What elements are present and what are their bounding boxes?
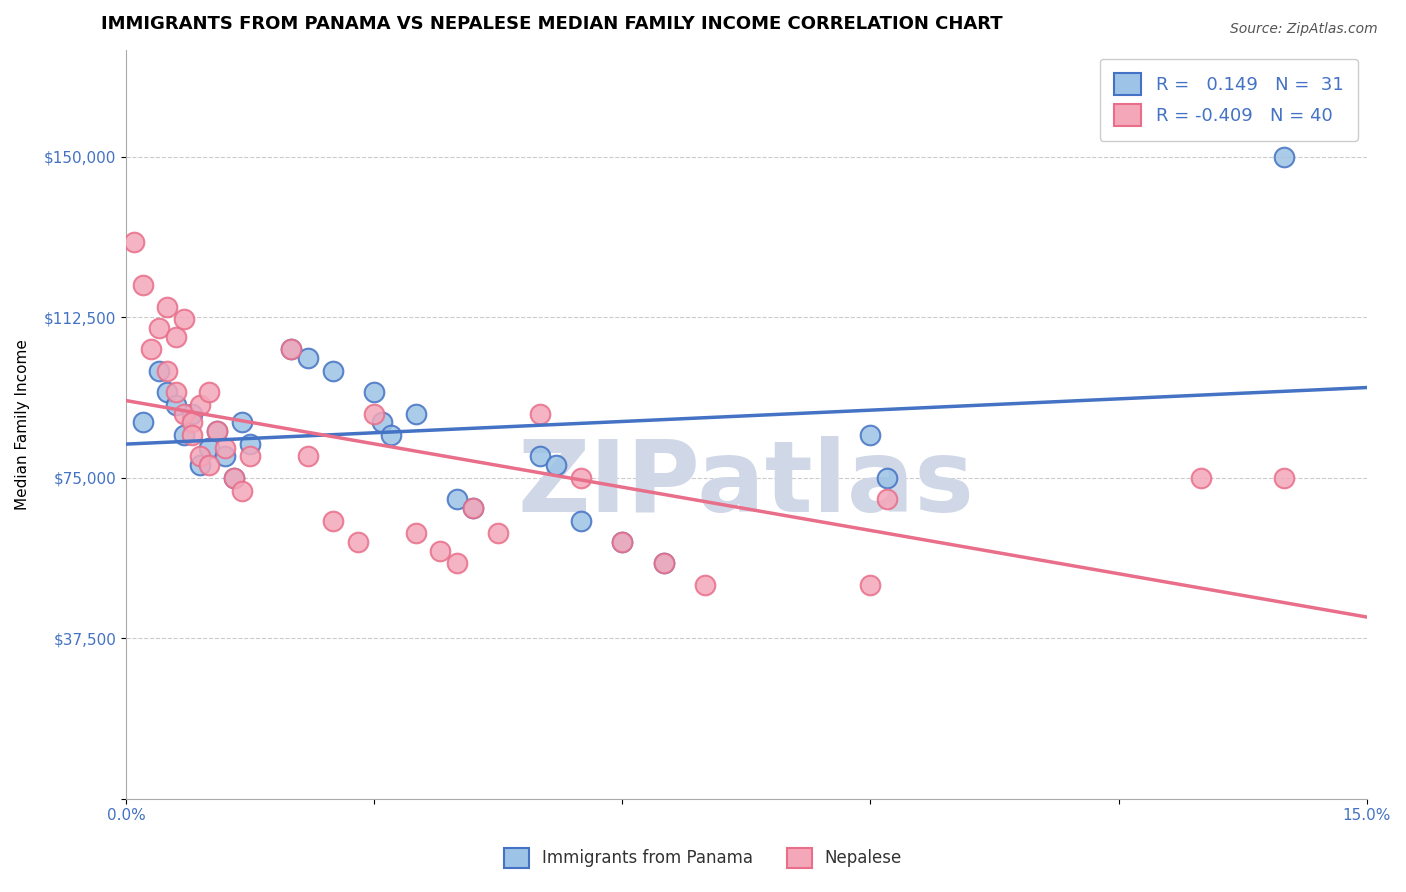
Immigrants from Panama: [165, 398, 187, 412]
Text: Source: ZipAtlas.com: Source: ZipAtlas.com: [1230, 22, 1378, 37]
Immigrants from Panama: [546, 458, 568, 472]
Nepalese: [405, 526, 427, 541]
Nepalese: [239, 450, 262, 464]
Immigrants from Panama: [239, 436, 262, 450]
Immigrants from Panama: [612, 535, 634, 549]
Immigrants from Panama: [190, 458, 212, 472]
Immigrants from Panama: [529, 450, 551, 464]
Immigrants from Panama: [197, 441, 219, 455]
Immigrants from Panama: [231, 415, 253, 429]
Nepalese: [346, 535, 368, 549]
Immigrants from Panama: [148, 364, 170, 378]
Nepalese: [165, 385, 187, 400]
Text: ZIPatlas: ZIPatlas: [517, 435, 974, 533]
Nepalese: [197, 458, 219, 472]
Nepalese: [429, 543, 451, 558]
Nepalese: [190, 398, 212, 412]
Immigrants from Panama: [156, 385, 179, 400]
Nepalese: [156, 300, 179, 314]
Immigrants from Panama: [463, 500, 485, 515]
Nepalese: [148, 321, 170, 335]
Nepalese: [693, 578, 716, 592]
Nepalese: [190, 450, 212, 464]
Immigrants from Panama: [371, 415, 394, 429]
Nepalese: [197, 385, 219, 400]
Nepalese: [156, 364, 179, 378]
Legend: R =   0.149   N =  31, R = -0.409   N = 40: R = 0.149 N = 31, R = -0.409 N = 40: [1099, 59, 1358, 141]
Nepalese: [486, 526, 509, 541]
Immigrants from Panama: [876, 471, 898, 485]
Nepalese: [205, 424, 228, 438]
Nepalese: [1272, 471, 1295, 485]
Immigrants from Panama: [405, 407, 427, 421]
Immigrants from Panama: [181, 407, 204, 421]
Nepalese: [181, 428, 204, 442]
Nepalese: [463, 500, 485, 515]
Nepalese: [859, 578, 882, 592]
Immigrants from Panama: [859, 428, 882, 442]
Immigrants from Panama: [131, 415, 153, 429]
Immigrants from Panama: [214, 450, 236, 464]
Nepalese: [231, 483, 253, 498]
Nepalese: [297, 450, 319, 464]
Nepalese: [363, 407, 385, 421]
Immigrants from Panama: [205, 424, 228, 438]
Nepalese: [131, 278, 153, 293]
Y-axis label: Median Family Income: Median Family Income: [15, 339, 30, 509]
Nepalese: [165, 329, 187, 343]
Nepalese: [652, 557, 675, 571]
Immigrants from Panama: [446, 492, 468, 507]
Immigrants from Panama: [173, 428, 195, 442]
Nepalese: [122, 235, 145, 250]
Immigrants from Panama: [363, 385, 385, 400]
Nepalese: [529, 407, 551, 421]
Immigrants from Panama: [322, 364, 344, 378]
Immigrants from Panama: [380, 428, 402, 442]
Nepalese: [612, 535, 634, 549]
Immigrants from Panama: [297, 351, 319, 365]
Nepalese: [569, 471, 592, 485]
Immigrants from Panama: [222, 471, 245, 485]
Nepalese: [139, 343, 162, 357]
Immigrants from Panama: [652, 557, 675, 571]
Immigrants from Panama: [569, 514, 592, 528]
Nepalese: [173, 312, 195, 326]
Nepalese: [222, 471, 245, 485]
Nepalese: [181, 415, 204, 429]
Nepalese: [1189, 471, 1212, 485]
Immigrants from Panama: [1272, 150, 1295, 164]
Immigrants from Panama: [280, 343, 302, 357]
Nepalese: [876, 492, 898, 507]
Nepalese: [173, 407, 195, 421]
Nepalese: [280, 343, 302, 357]
Text: IMMIGRANTS FROM PANAMA VS NEPALESE MEDIAN FAMILY INCOME CORRELATION CHART: IMMIGRANTS FROM PANAMA VS NEPALESE MEDIA…: [101, 15, 1002, 33]
Nepalese: [322, 514, 344, 528]
Legend: Immigrants from Panama, Nepalese: Immigrants from Panama, Nepalese: [498, 841, 908, 875]
Nepalese: [214, 441, 236, 455]
Nepalese: [446, 557, 468, 571]
